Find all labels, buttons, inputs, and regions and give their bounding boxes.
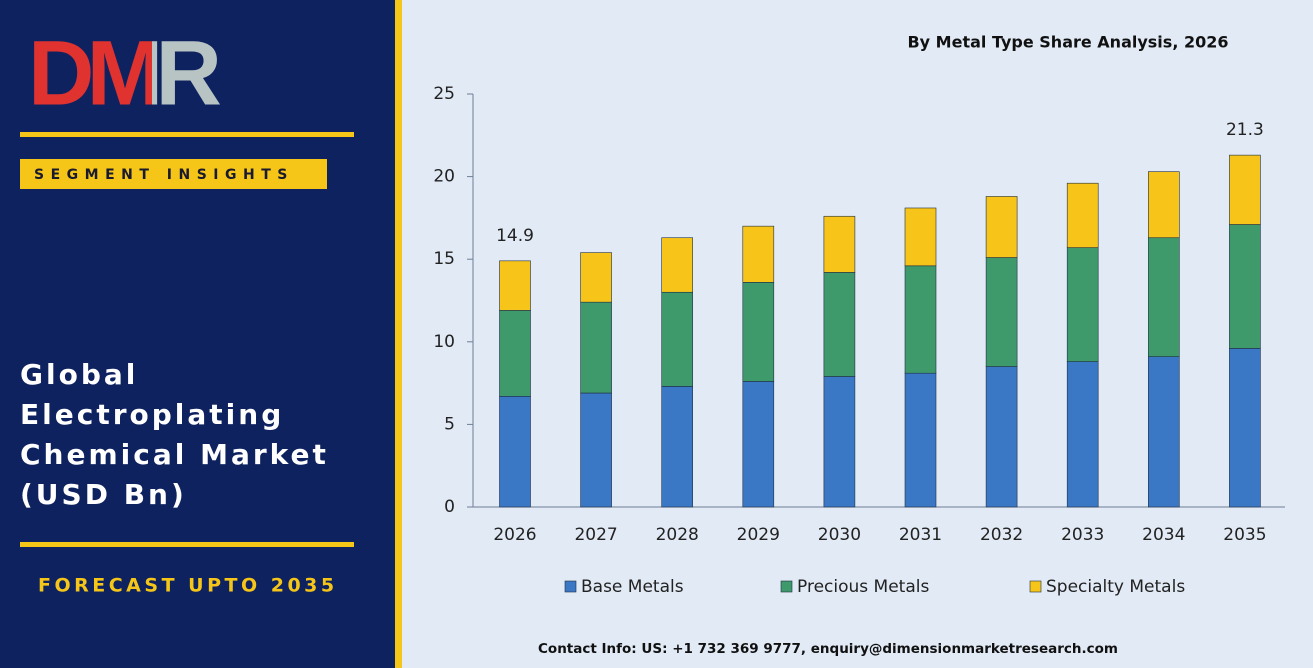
bar-segment: [1148, 237, 1180, 357]
bar-segment: [823, 215, 856, 273]
legend-label: Specialty Metals: [1046, 577, 1185, 597]
divider: [20, 542, 354, 547]
x-tick-label: 2026: [493, 525, 536, 545]
total-label: 21.3: [1226, 120, 1264, 140]
bar-segment: [823, 376, 856, 508]
title-line: (USD Bn): [20, 478, 187, 511]
badge: SEGMENT INSIGHTS: [34, 167, 294, 183]
bar-segment: [742, 282, 775, 382]
legend-label: Base Metals: [581, 577, 684, 597]
bar-segment: [580, 301, 612, 394]
x-tick-label: 2034: [1142, 525, 1185, 545]
title-line: Global: [20, 358, 138, 391]
bar-segment: [904, 372, 937, 508]
sidebar: [0, 0, 395, 668]
title-line: Electroplating: [20, 398, 284, 431]
x-tick-label: 2032: [980, 525, 1023, 545]
bar-segment: [1229, 154, 1261, 225]
sidebar-title: Global Electroplating Chemical Market (USD …: [20, 358, 329, 511]
x-tick-label: 2030: [818, 525, 861, 545]
bar-segment: [661, 237, 694, 293]
bar-segment: [1229, 348, 1261, 508]
legend-swatch: [780, 580, 793, 593]
bar-segment: [985, 196, 1018, 258]
total-label: 14.9: [496, 226, 534, 246]
y-tick-label: 5: [444, 414, 455, 434]
y-tick-label: 10: [433, 332, 455, 352]
x-tick-label: 2027: [574, 525, 617, 545]
legend-swatch: [1029, 580, 1042, 593]
divider: [20, 132, 354, 137]
bar-segment: [661, 386, 694, 508]
y-tick-label: 20: [433, 167, 455, 187]
bar-segment: [1066, 182, 1099, 248]
bar-segment: [823, 272, 856, 377]
bar-segment: [1066, 247, 1099, 362]
bar-segment: [499, 310, 531, 397]
x-tick-label: 2033: [1061, 525, 1104, 545]
chart-title: By Metal Type Share Analysis, 2026: [907, 33, 1228, 52]
x-tick-label: 2028: [656, 525, 699, 545]
bar-segment: [499, 396, 531, 508]
sidebar-stripe: [395, 0, 402, 668]
logo: DMR: [28, 22, 222, 124]
y-tick-label: 25: [433, 84, 455, 104]
x-tick-label: 2031: [899, 525, 942, 545]
bar-segment: [742, 381, 775, 508]
bar-segment: [904, 207, 937, 267]
x-tick-label: 2029: [737, 525, 780, 545]
bar-segment: [580, 392, 612, 508]
footer: Contact Info: US: +1 732 369 9777, enqui…: [538, 641, 1118, 657]
bar-segment: [1148, 171, 1180, 239]
forecast: FORECAST UPTO 2035: [38, 575, 338, 597]
legend-swatch: [564, 580, 577, 593]
bar-segment: [1066, 361, 1099, 508]
y-tick-label: 0: [444, 497, 455, 517]
bar-segment: [742, 225, 775, 283]
bar-segment: [985, 366, 1018, 508]
bar-segment: [499, 260, 531, 311]
bar-segment: [1148, 356, 1180, 508]
bar-segment: [1229, 224, 1261, 349]
bar-segment: [661, 291, 694, 387]
bar-segment: [904, 265, 937, 374]
legend-label: Precious Metals: [797, 577, 929, 597]
bar-segment: [580, 252, 612, 303]
bar-segment: [985, 257, 1018, 367]
badge-box: [20, 159, 327, 189]
x-tick-label: 2035: [1223, 525, 1266, 545]
title-line: Chemical Market: [20, 438, 329, 471]
y-tick-label: 15: [433, 249, 455, 269]
